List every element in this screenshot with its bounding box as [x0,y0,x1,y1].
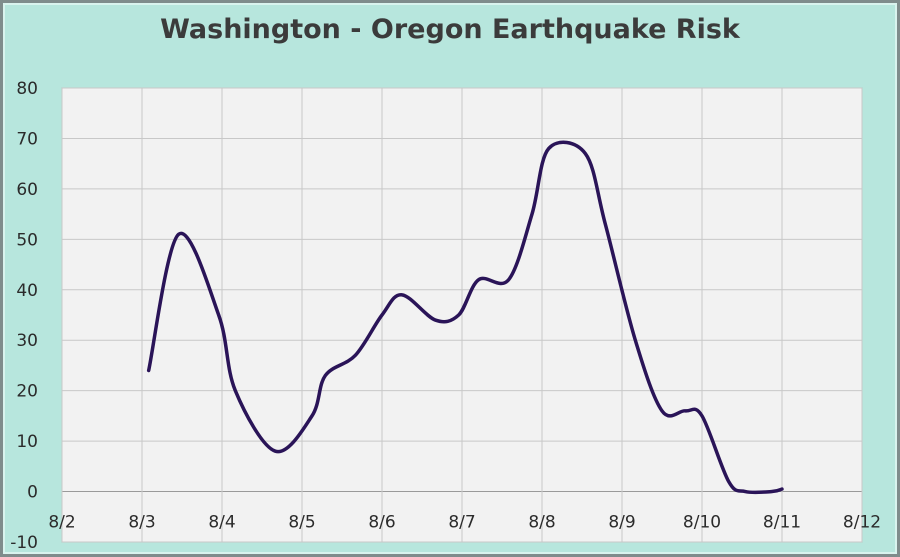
chart-title: Washington - Oregon Earthquake Risk [160,14,740,45]
x-tick-label: 8/10 [683,513,721,533]
grid-lines [61,87,863,543]
series-line [146,140,784,495]
x-tick-label: 8/3 [128,513,155,533]
y-axis-ticks: -10 0 10 20 30 40 50 60 70 80 [10,79,38,553]
x-tick-label: 8/2 [48,513,75,533]
y-tick-label: 40 [16,281,38,301]
x-tick-label: 8/12 [843,513,881,533]
x-tick-label: 8/7 [448,513,475,533]
x-tick-label: 8/11 [763,513,801,533]
x-axis-ticks: 8/2 8/3 8/4 8/5 8/6 8/7 8/8 8/9 8/10 8/11 8/12 [48,513,881,533]
x-tick-label: 8/8 [528,513,555,533]
y-tick-label: 0 [27,483,38,503]
x-tick-label: 8/6 [368,513,395,533]
y-tick-label: -10 [10,533,38,553]
y-tick-label: 10 [16,432,38,452]
y-tick-label: 70 [16,129,38,149]
y-tick-label: 20 [16,382,38,402]
x-tick-label: 8/9 [608,513,635,533]
y-tick-label: 80 [16,79,38,99]
y-tick-label: 50 [16,230,38,250]
x-tick-label: 8/4 [208,513,235,533]
y-tick-label: 60 [16,180,38,200]
x-tick-label: 8/5 [288,513,315,533]
y-tick-label: 30 [16,331,38,351]
